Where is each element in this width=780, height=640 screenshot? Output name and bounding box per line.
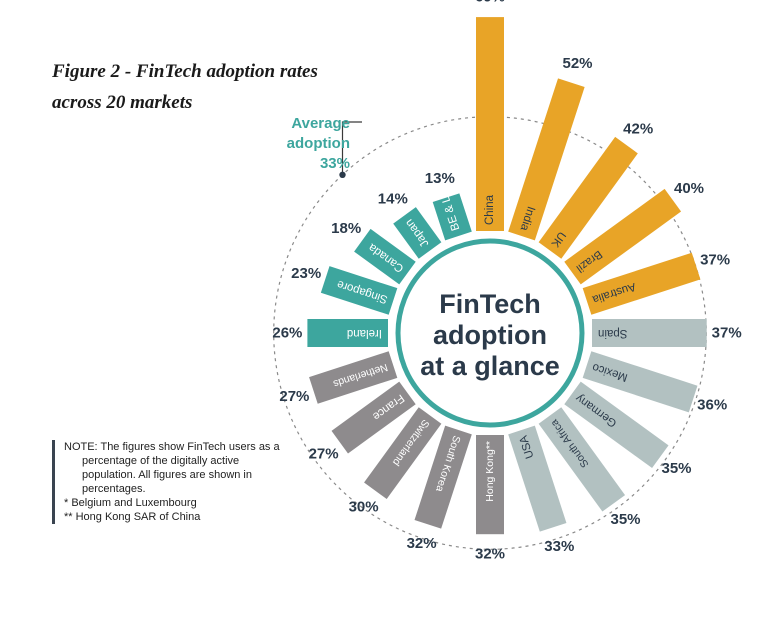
bar-uk: UK <box>538 136 638 259</box>
category-label-spain: Spain <box>598 327 627 339</box>
average-label-line-1: Average <box>291 115 350 132</box>
bar-india: India <box>508 78 585 241</box>
bar-spain: Spain <box>592 319 707 347</box>
bar-rect-china <box>476 17 504 231</box>
bars-group: China IndiaUKBrazilAustraliaSpainMexicoGe… <box>307 17 707 535</box>
bar-usa: USA <box>508 425 567 532</box>
bar-rect-usa <box>508 425 567 532</box>
value-label-germany: 35% <box>661 460 691 477</box>
value-label-singapore: 23% <box>291 265 321 282</box>
bar-rect-hong-kong <box>476 435 504 535</box>
category-label-ireland: Ireland <box>347 327 382 339</box>
value-label-india: 52% <box>562 55 592 72</box>
bar-rect-australia <box>582 252 701 315</box>
average-value-label: 33% <box>320 155 350 172</box>
bar-rect-brazil <box>564 188 682 285</box>
bar-rect-south-africa <box>538 407 626 512</box>
note-text: NOTE: The figures show FinTech users as … <box>64 441 280 495</box>
bar-rect-singapore <box>320 266 398 315</box>
value-label-mexico: 36% <box>697 397 727 414</box>
note-footnote-2: ** Hong Kong SAR of China <box>64 511 201 523</box>
value-label-ireland: 26% <box>272 325 302 342</box>
value-label-uk: 42% <box>623 121 653 138</box>
bar-china: China <box>476 17 504 231</box>
value-label-france: 27% <box>309 445 339 462</box>
bar-rect-spain <box>592 319 707 347</box>
bar-rect-ireland <box>307 319 388 347</box>
bar-rect-japan <box>393 207 442 259</box>
value-label-switzerland: 30% <box>349 498 379 515</box>
bar-rect-mexico <box>582 351 698 413</box>
center-title-line-3: at a glance <box>420 351 560 381</box>
bar-rect-france <box>331 381 416 454</box>
value-label-hong-kong: 32% <box>475 546 505 563</box>
bar-rect-be-lux <box>432 193 472 241</box>
bar-hong-kong: Hong Kong** <box>476 435 504 535</box>
value-label-china: 69% <box>475 0 505 6</box>
bar-rect-india <box>508 78 585 241</box>
center-ring <box>395 238 585 428</box>
average-marker-dot <box>339 171 346 178</box>
bar-mexico: Mexico <box>582 351 698 413</box>
bar-rect-germany <box>564 381 669 469</box>
value-label-netherlands: 27% <box>279 388 309 405</box>
category-label-china: China <box>484 194 496 225</box>
bar-rect-canada <box>354 228 416 285</box>
value-label-spain: 37% <box>712 325 742 342</box>
figure-title: Figure 2 - FinTech adoption rates across… <box>52 61 318 113</box>
value-label-be-lux: 13% <box>425 170 455 187</box>
bar-rect-switzerland <box>364 407 442 499</box>
bar-rect-south-korea <box>414 425 472 529</box>
bar-rect-netherlands <box>309 351 398 404</box>
bar-japan: Japan <box>393 207 442 259</box>
bar-australia: Australia <box>582 252 701 315</box>
average-label-line-2: adoption <box>287 135 350 152</box>
center-title-line-2: adoption <box>433 320 547 350</box>
value-label-usa: 33% <box>544 538 574 555</box>
bar-ireland: Ireland <box>307 319 388 347</box>
note-box: NOTE: The figures show FinTech users as … <box>52 440 294 524</box>
category-label-hong-kong: Hong Kong** <box>484 441 496 502</box>
value-label-canada: 18% <box>331 220 361 237</box>
center-title-line-1: FinTech <box>439 289 541 319</box>
value-label-south-africa: 35% <box>610 511 640 528</box>
value-labels-group: 69% 52% 42% 40% 37% 37% 36% 35% 35% 33% 32% 32% 30% 2… <box>272 0 741 563</box>
bar-brazil: Brazil <box>564 188 682 285</box>
value-label-australia: 37% <box>700 251 730 268</box>
note-footnote-1: * Belgium and Luxembourg <box>64 497 197 509</box>
value-label-south-korea: 32% <box>407 535 437 552</box>
value-label-japan: 14% <box>378 191 408 208</box>
value-label-brazil: 40% <box>674 180 704 197</box>
average-leader-line <box>341 121 362 175</box>
bar-rect-uk <box>538 136 638 259</box>
